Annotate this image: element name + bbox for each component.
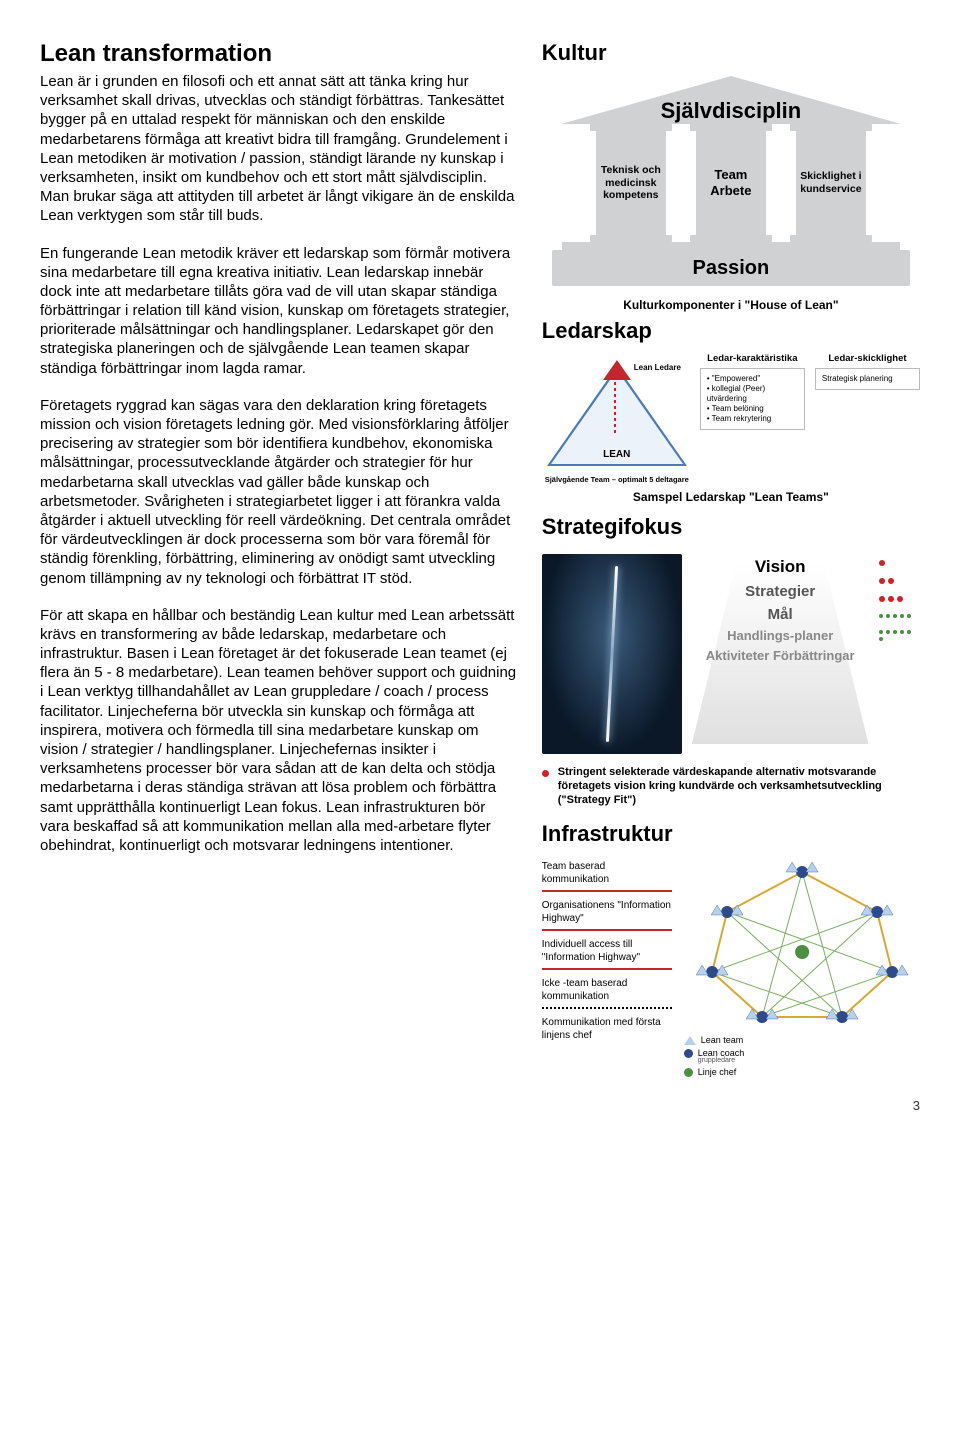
page-number: 3 [913,1098,920,1113]
paragraph-1: Lean är i grunden en filosofi och ett an… [40,72,518,226]
stack-strategier: Strategier [702,580,859,603]
pillar-mid: Team Arbete [696,124,766,242]
network-legend: Lean team Lean coach gruppledare Linje c… [684,1034,920,1079]
pillar-left: Teknisk och medicinsk kompetens [596,124,666,242]
ledarskap-heading: Ledarskap [542,318,920,344]
infrastruktur-diagram: Team baserad kommunikation Organisatione… [542,857,920,1077]
roof-label: Självdisciplin [661,98,802,124]
house-of-lean-diagram: Självdisciplin Teknisk och medicinsk kom… [542,76,920,286]
network-svg [684,857,920,1027]
infra-item-1: Team baserad kommunikation [542,857,672,892]
pillar-right: Skicklighet i kundservice [796,124,866,242]
lean-label: LEAN [542,449,692,460]
infra-heading: Infrastruktur [542,821,920,847]
infra-item-2: Organisationens "Information Highway" [542,896,672,931]
kultur-heading: Kultur [542,40,920,66]
ledar-col2-h: Ledar-skicklighet [815,354,920,364]
ledar-bullets: "Empowered" kollegial (Peer) utvärdering… [700,368,805,430]
strategi-heading: Strategifokus [542,514,920,540]
ledarskap-diagram: Lean Ledare LEAN Självgående Team – opti… [542,354,920,484]
dots-column [879,554,915,754]
spine-image [542,554,682,754]
stack-vision: Vision [702,554,859,580]
kultur-caption: Kulturkomponenter i "House of Lean" [542,298,920,312]
infra-item-3: Individuell access till "Information Hig… [542,935,672,970]
paragraph-2: En fungerande Lean metodik kräver ett le… [40,244,518,378]
infra-item-5: Kommunikation med första linjens chef [542,1013,672,1046]
lean-ledare-label: Lean Ledare [634,364,681,373]
paragraph-3: Företagets ryggrad kan sägas vara den de… [40,396,518,588]
infra-item-4: Icke -team baserad kommunikation [542,974,672,1009]
stack-handling: Handlings-planer [702,626,859,646]
tri-caption: Självgående Team – optimalt 5 deltagare [542,476,692,484]
ledar-col1-h: Ledar-karaktäristika [700,354,805,364]
strategi-diagram: Vision Strategier Mål Handlings-planer A… [542,550,920,762]
stack-aktiv: Aktiviteter Förbättringar [702,646,859,666]
strategi-footer: Stringent selekterade värdeskapande alte… [542,762,920,807]
paragraph-4: För att skapa en hållbar och beständig L… [40,606,518,855]
ledar-col2-body: Strategisk planering [815,368,920,390]
base-label: Passion [552,250,910,286]
page-title: Lean transformation [40,40,518,68]
stack-mal: Mål [702,603,859,626]
samspel-caption: Samspel Ledarskap "Lean Teams" [542,490,920,504]
